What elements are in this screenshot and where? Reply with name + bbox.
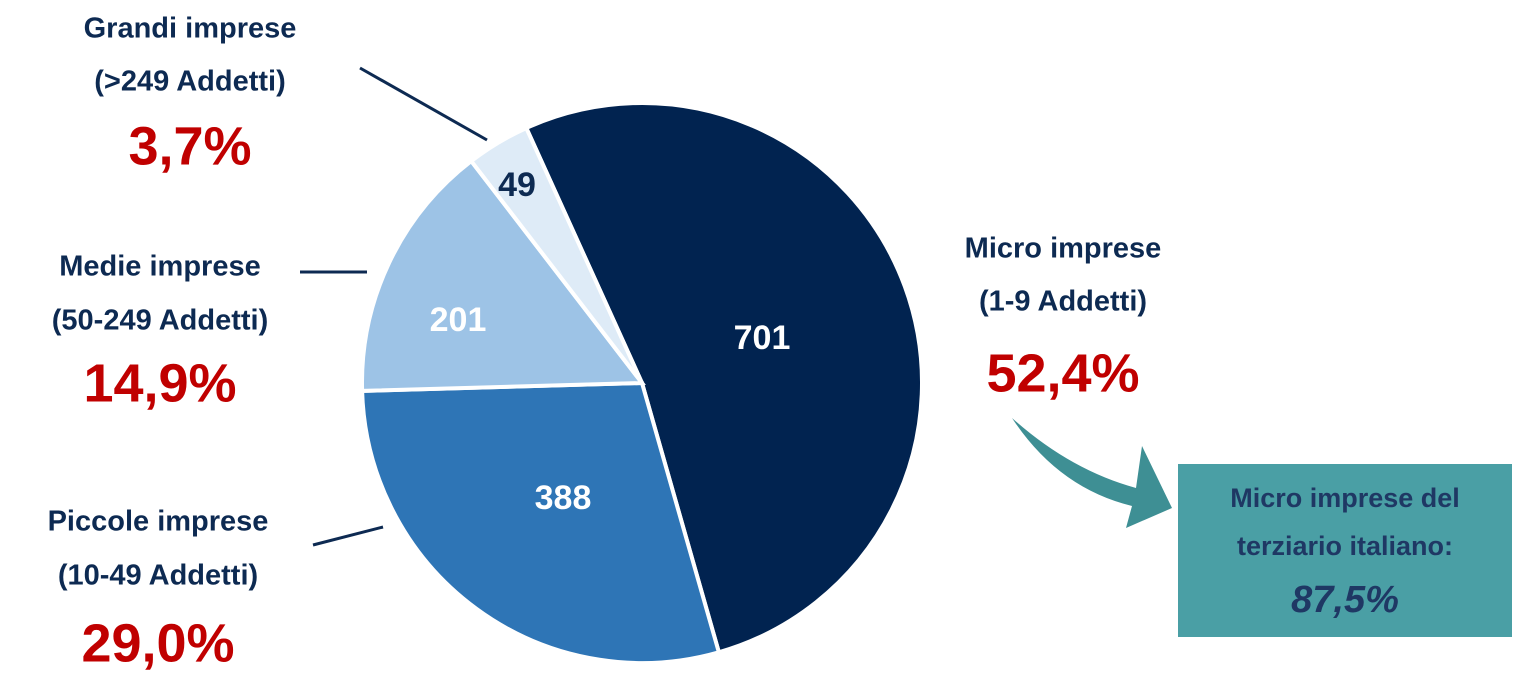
share-label: 29,0% — [81, 613, 234, 673]
value-label: 201 — [430, 301, 487, 339]
leader-line — [359, 66, 488, 142]
category-label: Piccole imprese — [48, 506, 269, 538]
callout-text: Micro imprese del — [1230, 483, 1460, 513]
share-label: 52,4% — [986, 343, 1139, 403]
callout-box — [1178, 464, 1512, 637]
category-note: (1-9 Addetti) — [979, 286, 1147, 318]
leader-line — [312, 525, 384, 547]
category-note: (10-49 Addetti) — [58, 560, 258, 592]
callout-value: 87,5% — [1291, 579, 1399, 621]
share-label: 14,9% — [83, 353, 236, 413]
value-label: 49 — [498, 166, 536, 204]
category-note: (50-249 Addetti) — [52, 305, 268, 337]
category-label: Micro imprese — [965, 233, 1162, 265]
callout-arrow — [1012, 418, 1172, 528]
category-label: Grandi imprese — [84, 13, 297, 45]
category-label: Medie imprese — [59, 251, 260, 283]
share-label: 3,7% — [128, 116, 251, 176]
value-label: 701 — [734, 319, 791, 357]
pie-slice — [360, 158, 646, 393]
callout-text: terziario italiano: — [1237, 531, 1453, 561]
value-label: 388 — [535, 479, 592, 517]
pie-slice — [360, 380, 722, 665]
pie-slice — [523, 101, 924, 655]
category-note: (>249 Addetti) — [94, 66, 286, 98]
pie-slice — [468, 125, 644, 385]
